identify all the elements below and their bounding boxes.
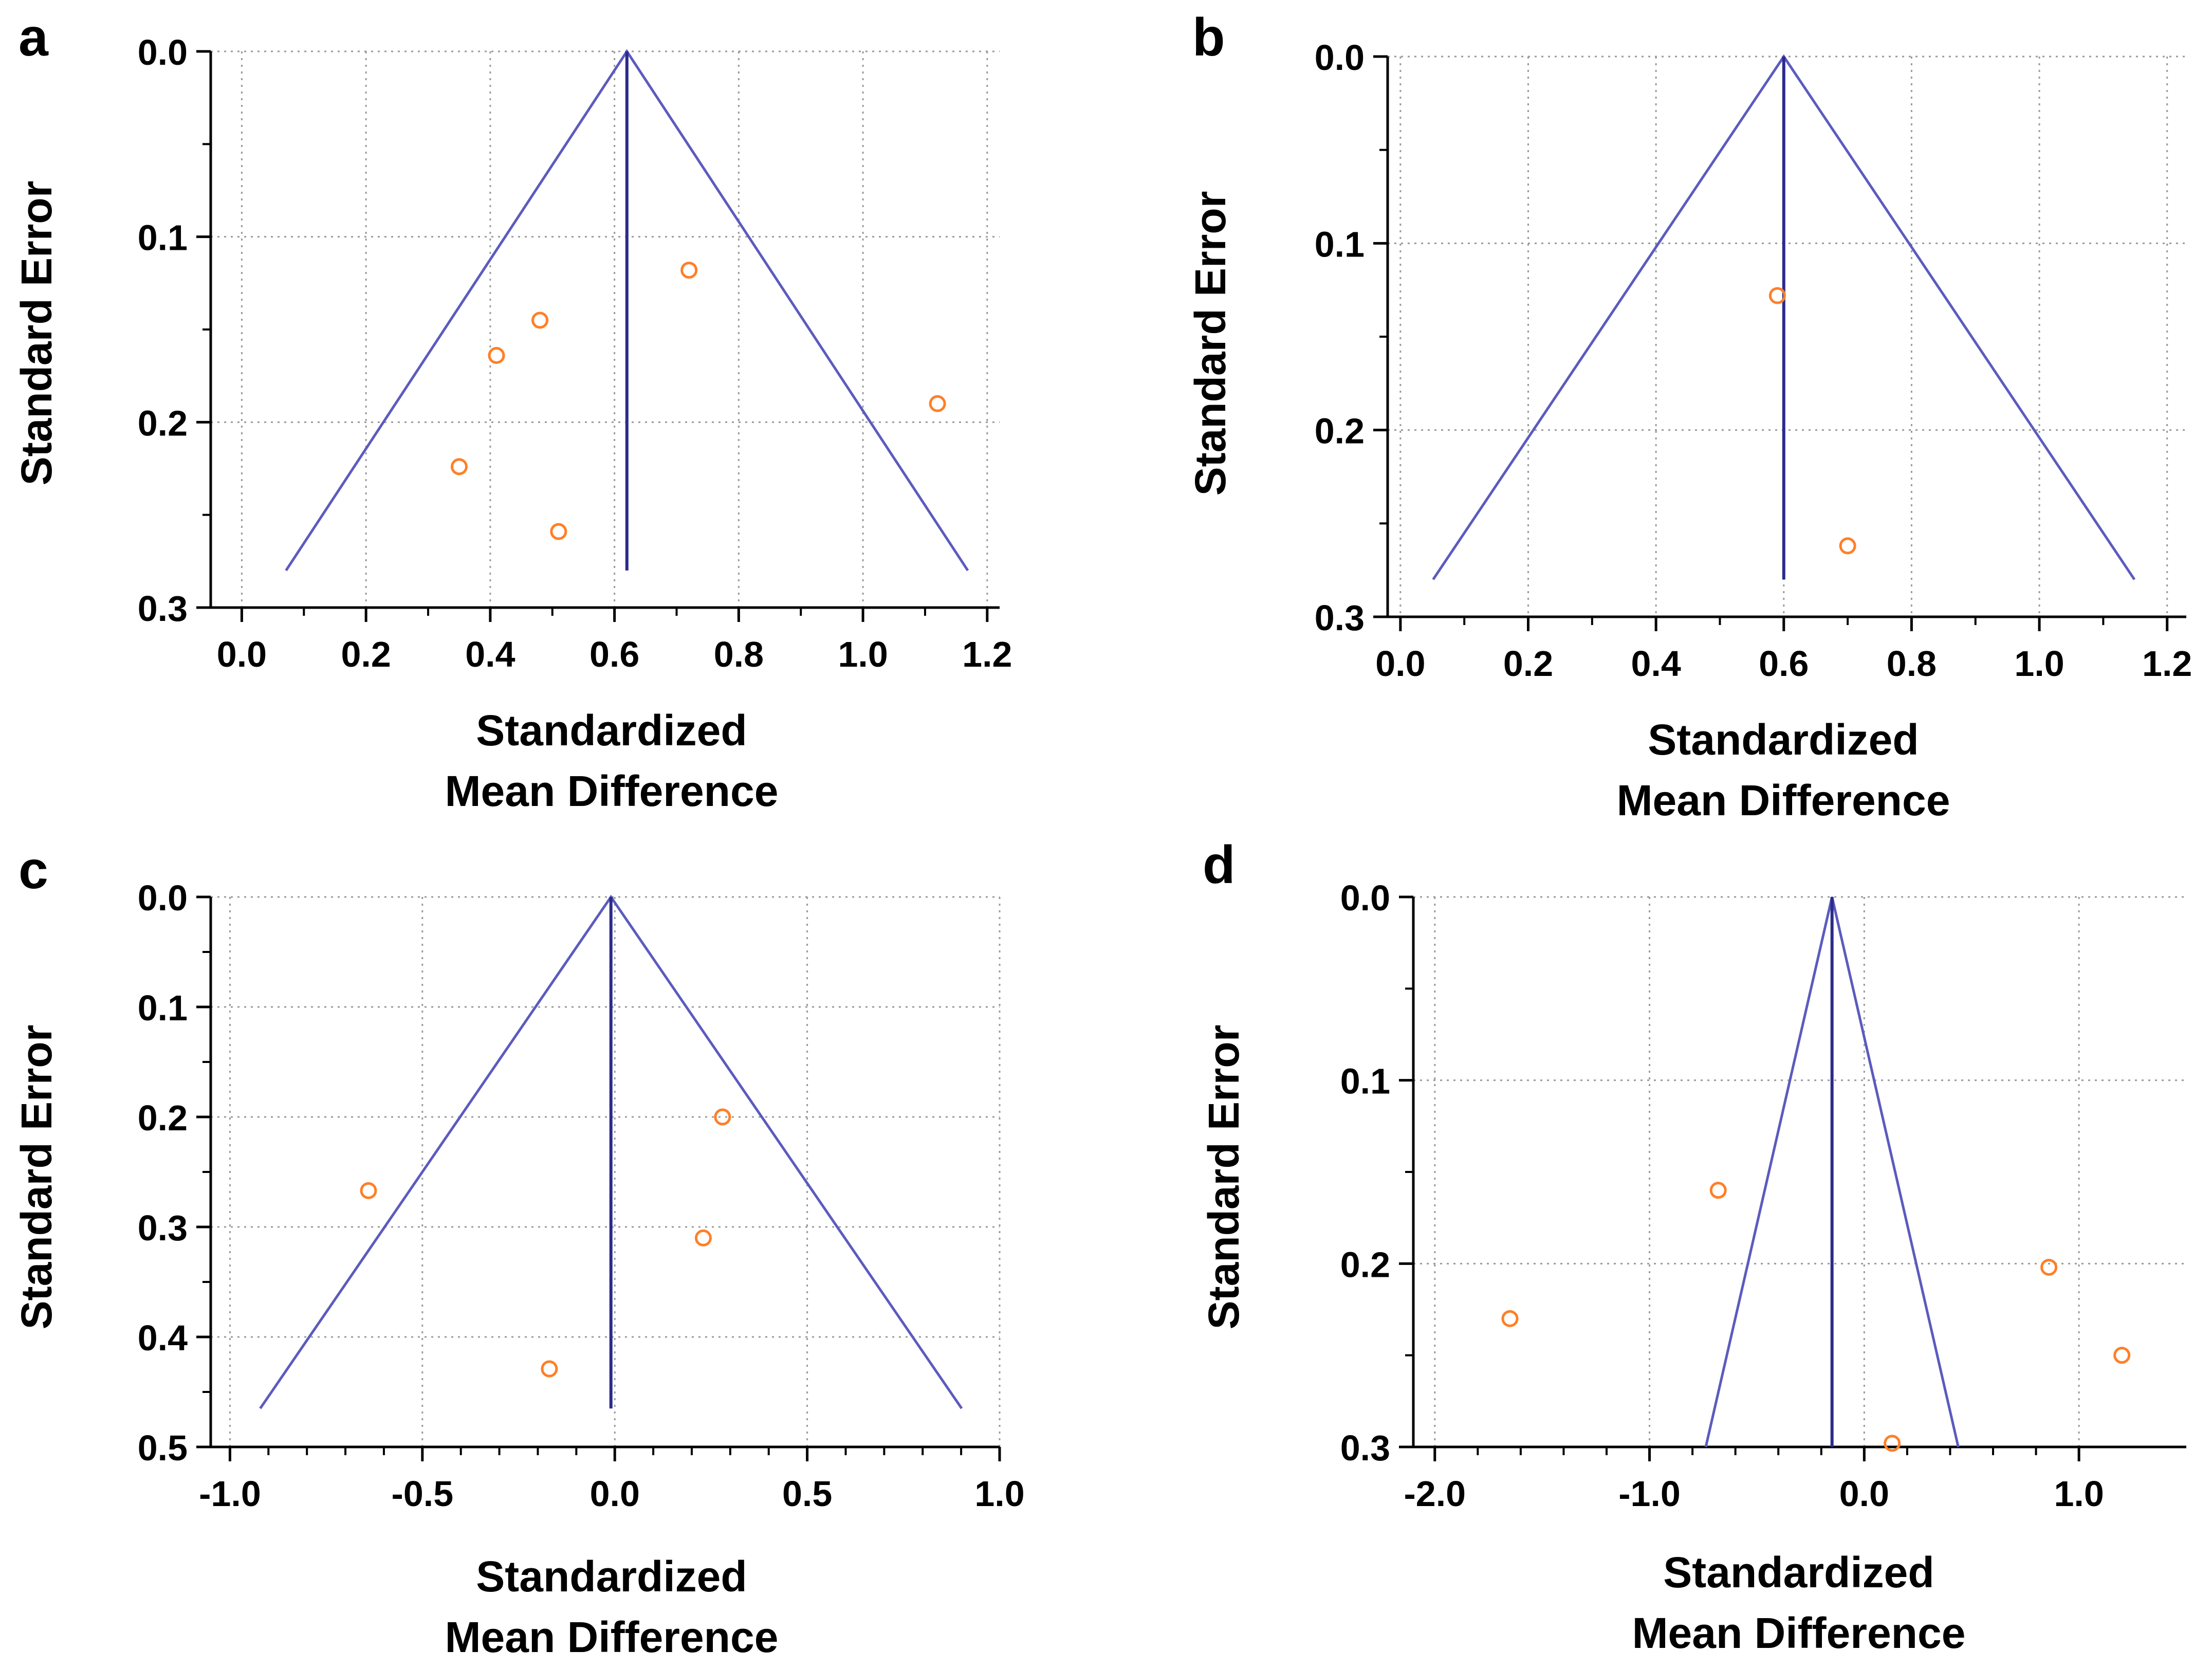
plot-area: 0.0 0.1 0.2 0.3 0.4 0.5 -1.0 -0.5 0.0 0.5 1.0 <box>138 878 1025 1514</box>
panel-label: a <box>19 8 49 67</box>
x-tick-label: 0.2 <box>341 634 391 674</box>
funnel-plot-panel-a: a 0.0 0.1 0.2 0.3 0.0 0.2 0.4 0.6 0.8 1.0 1.2 Stan… <box>12 8 1012 815</box>
funnel-plot-panel-b: b 0.00.10.20.30.0 0.2 0.4 0.6 0.8 1.0 1.2 Stan… <box>1186 8 2192 824</box>
y-tick-label: 0.0 <box>138 32 188 72</box>
y-tick-label: 0.1 <box>1340 1061 1390 1102</box>
study-point <box>1839 537 1856 555</box>
x-tick-label: 0.0 <box>1839 1474 1889 1514</box>
x-tick-label: 1.2 <box>2142 644 2192 684</box>
x-tick-label: 0.6 <box>1759 644 1809 684</box>
y-tick-label: 0.2 <box>1315 411 1365 451</box>
x-tick-label: 0.4 <box>1631 644 1681 684</box>
study-point <box>360 1182 377 1199</box>
study-point <box>1501 1310 1519 1327</box>
y-tick-label: 0.2 <box>1340 1244 1390 1285</box>
x-tick-label: 0.0 <box>217 634 267 674</box>
x-axis-title-line2: Mean Difference <box>1617 776 1950 824</box>
x-tick-label: 0.8 <box>1887 644 1937 684</box>
y-tick-label: 0.2 <box>138 403 188 443</box>
x-tick-label: 0.2 <box>1503 644 1553 684</box>
x-tick-label: 1.0 <box>2054 1474 2104 1514</box>
y-tick-label: 0.3 <box>1340 1428 1390 1468</box>
y-tick-label: 0.1 <box>1315 224 1365 264</box>
y-tick-label: 0.3 <box>138 1208 188 1248</box>
study-point <box>680 262 698 279</box>
plot-area: 0.0 0.1 0.2 0.3 -2.0 -1.0 0.0 1.0 <box>1340 878 2186 1514</box>
y-tick-label: 0.1 <box>138 988 188 1028</box>
x-tick-label: 1.0 <box>2014 644 2064 684</box>
plot-area: 0.00.10.20.30.0 0.2 0.4 0.6 0.8 1.0 1.2 <box>1315 38 2192 684</box>
x-tick-label: 1.0 <box>838 634 888 674</box>
panel-label: d <box>1203 835 1236 895</box>
study-point <box>488 346 505 364</box>
study-point <box>2040 1258 2058 1276</box>
x-axis-title-line2: Mean Difference <box>1632 1609 1966 1657</box>
y-axis-title: Standard Error <box>1186 191 1234 496</box>
x-tick-label: 0.8 <box>714 634 764 674</box>
x-tick-label: 0.4 <box>465 634 515 674</box>
panel-label: c <box>19 840 48 900</box>
y-tick-label: 0.5 <box>138 1428 188 1468</box>
x-tick-label: 1.0 <box>974 1474 1024 1514</box>
study-point <box>929 395 946 412</box>
x-axis-title-line1: Standardized <box>1663 1548 1934 1597</box>
x-tick-label: -0.5 <box>392 1474 454 1514</box>
x-tick-label: 0.6 <box>589 634 639 674</box>
y-tick-label: 0.2 <box>138 1098 188 1138</box>
y-axis-title: Standard Error <box>12 181 61 486</box>
panel-label: b <box>1192 8 1225 67</box>
y-tick-label: 0.0 <box>138 878 188 918</box>
y-axis-title: Standard Error <box>1200 1025 1248 1330</box>
y-tick-label: 0.0 <box>1315 38 1365 78</box>
study-point <box>1884 1435 1901 1452</box>
x-axis-title-line2: Mean Difference <box>445 1613 779 1661</box>
study-point <box>714 1108 731 1126</box>
funnel-plot-panel-c: c 0.0 0.1 0.2 0.3 0.4 0.5 -1.0 -0.5 0.0 0.5 1.0 St… <box>12 840 1025 1661</box>
study-point <box>1768 287 1786 304</box>
x-tick-label: 0.0 <box>590 1474 640 1514</box>
study-point <box>1709 1182 1727 1199</box>
x-axis-title-line1: Standardized <box>476 706 747 755</box>
y-tick-label: 0.3 <box>1315 598 1365 638</box>
x-axis-title-line2: Mean Difference <box>445 767 779 815</box>
x-tick-label: -2.0 <box>1404 1474 1466 1514</box>
study-point <box>694 1229 712 1246</box>
study-point <box>531 311 549 329</box>
study-point <box>541 1360 558 1378</box>
plot-area: 0.0 0.1 0.2 0.3 0.0 0.2 0.4 0.6 0.8 1.0 1.2 <box>138 32 1012 674</box>
y-axis-title: Standard Error <box>12 1025 61 1330</box>
x-tick-label: -1.0 <box>199 1474 261 1514</box>
y-tick-label: 0.1 <box>138 218 188 258</box>
x-tick-label: -1.0 <box>1618 1474 1681 1514</box>
x-tick-label: 0.5 <box>782 1474 832 1514</box>
y-tick-label: 0.4 <box>138 1318 188 1358</box>
x-axis-title-line1: Standardized <box>476 1552 747 1601</box>
study-point <box>2113 1347 2131 1364</box>
x-axis-title-line1: Standardized <box>1648 716 1919 764</box>
study-point <box>550 523 567 540</box>
y-tick-label: 0.3 <box>138 589 188 629</box>
y-tick-label: 0.0 <box>1340 878 1390 918</box>
x-tick-label: 0.0 <box>1375 644 1425 684</box>
funnel-plot-panel-d: d 0.0 0.1 0.2 0.3 -2.0 -1.0 0.0 1.0 Standard Er… <box>1200 835 2186 1657</box>
study-point <box>450 458 468 475</box>
x-tick-label: 1.2 <box>962 634 1012 674</box>
